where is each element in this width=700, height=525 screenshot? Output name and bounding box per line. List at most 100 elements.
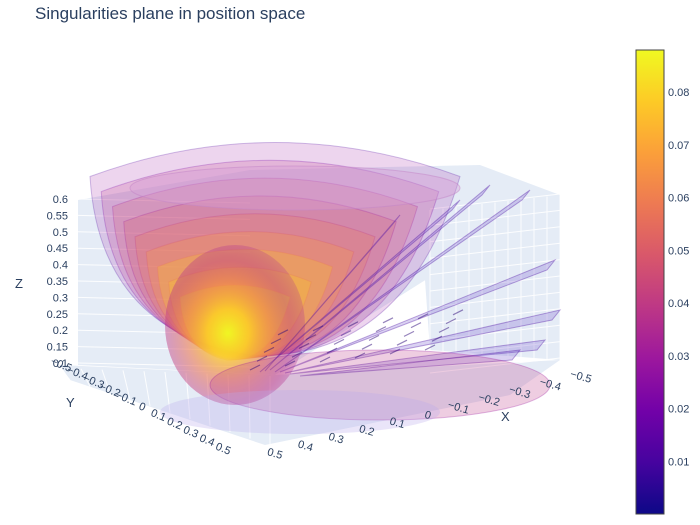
- filament: [284, 360, 296, 367]
- z-tick-label: 0.35: [47, 276, 68, 288]
- filament: [319, 356, 331, 363]
- filament: [424, 344, 436, 351]
- filament: [354, 352, 366, 359]
- x-axis-title: X: [501, 409, 510, 424]
- filament: [389, 348, 401, 355]
- y-axis-title: Y: [66, 395, 75, 410]
- spike-sheet: [284, 309, 562, 374]
- z-axis-title: Z: [15, 276, 23, 291]
- colorbar-tick-label: 0.03: [668, 351, 689, 363]
- filament: [249, 364, 261, 371]
- y-tick-label: 0.2: [165, 416, 184, 433]
- colorbar-ticks: 0.08 0.07 0.06 0.05 0.04 0.03 0.02 0.01: [668, 87, 689, 468]
- grid-line: [77, 231, 251, 237]
- hot-core: [165, 245, 305, 405]
- chart-title: Singularities plane in position space: [35, 4, 306, 23]
- x-tick-label: 0.1: [388, 415, 406, 431]
- grid-line: [429, 193, 561, 210]
- spike-sheet: [264, 214, 401, 372]
- filament: [410, 322, 422, 329]
- x-tick-label: 0: [423, 409, 432, 422]
- x-tick-label: 0.2: [358, 423, 376, 439]
- spike-sheet: [274, 189, 531, 373]
- spike-sheet: [299, 349, 522, 377]
- filament: [263, 346, 275, 353]
- grid-line: [77, 214, 251, 220]
- grid-line: [80, 368, 91, 387]
- filament: [445, 318, 457, 325]
- filament: [326, 347, 338, 354]
- x-tick-label: −0.1: [446, 399, 470, 417]
- spike-sheet: [269, 184, 491, 371]
- filament: [438, 326, 450, 333]
- z-axis-ticks: 0.6 0.55 0.5 0.45 0.4 0.35 0.3 0.25 0.2 0.15 0.1: [47, 194, 68, 370]
- spike-sheet: [289, 339, 547, 375]
- colorbar-tick-label: 0.05: [668, 245, 689, 257]
- filament: [305, 334, 317, 341]
- colorbar-tick-label: 0.07: [668, 140, 689, 152]
- filament: [291, 351, 303, 358]
- colorbar-gradient: [635, 49, 665, 515]
- top-rim: [129, 165, 461, 211]
- filament: [312, 325, 324, 332]
- z-tick-label: 0.6: [53, 194, 68, 206]
- grid-line: [164, 371, 171, 413]
- x-axis-ticks: 0.5 0.4 0.3 0.2 0.1 0 −0.1 −0.2 −0.3 −0.4 −0.5: [266, 368, 593, 462]
- colorbar-tick-label: 0.06: [668, 193, 689, 205]
- filament: [375, 326, 387, 333]
- z-tick-label: 0.45: [47, 243, 68, 255]
- x-tick-label: 0.4: [296, 439, 314, 455]
- filament: [256, 355, 268, 362]
- filament: [270, 338, 282, 345]
- grid-line: [59, 367, 71, 381]
- z-tick-label: 0.5: [53, 227, 68, 239]
- filament: [431, 335, 443, 342]
- y-tick-label: 0.4: [198, 432, 217, 449]
- spike-sheet: [279, 258, 557, 373]
- floor-shadow: [160, 390, 440, 434]
- x-tick-label: 0.3: [327, 431, 345, 447]
- colorbar-tick-label: 0.04: [668, 298, 689, 310]
- x-tick-label: −0.2: [477, 391, 501, 409]
- filament: [340, 330, 352, 337]
- filament: [452, 309, 464, 316]
- z-tick-label: 0.15: [47, 342, 68, 354]
- z-tick-label: 0.55: [47, 210, 68, 222]
- lower-lobe: [209, 349, 551, 421]
- x-tick-label: 0.5: [266, 446, 284, 462]
- x-tick-label: −0.5: [569, 368, 593, 386]
- grid-line: [429, 357, 561, 374]
- filament: [396, 339, 408, 346]
- y-tick-label: 0: [137, 401, 147, 414]
- z-tick-label: 0.1: [53, 358, 68, 370]
- z-tick-label: 0.2: [53, 325, 68, 337]
- y-tick-label: 0.1: [149, 407, 168, 424]
- filament: [333, 338, 345, 345]
- colorbar-tick-label: 0.08: [668, 87, 689, 99]
- filament: [298, 342, 310, 349]
- filament: [277, 329, 289, 336]
- z-tick-label: 0.25: [47, 309, 68, 321]
- grid-line: [101, 369, 111, 394]
- z-tick-label: 0.3: [53, 292, 68, 304]
- filament: [403, 330, 415, 337]
- x-tick-label: −0.4: [538, 376, 562, 394]
- filament: [361, 343, 373, 350]
- colorbar-tick-label: 0.02: [668, 404, 689, 416]
- y-tick-label: 0.5: [214, 441, 233, 458]
- filament: [417, 313, 429, 320]
- z-tick-label: 0.4: [53, 260, 68, 272]
- isosurface-layers: [89, 142, 562, 434]
- grid-line: [143, 371, 151, 407]
- colorbar: 0.08 0.07 0.06 0.05 0.04 0.03 0.02 0.01: [635, 49, 689, 515]
- spike-sheet: [259, 199, 461, 373]
- filament: [347, 321, 359, 328]
- grid-line: [122, 370, 131, 400]
- filament: [382, 317, 394, 324]
- floor-plane: [60, 360, 560, 445]
- colorbar-tick-label: 0.01: [668, 456, 689, 468]
- x-tick-label: −0.3: [508, 384, 532, 402]
- y-tick-label: 0.3: [181, 424, 200, 441]
- filament: [368, 334, 380, 341]
